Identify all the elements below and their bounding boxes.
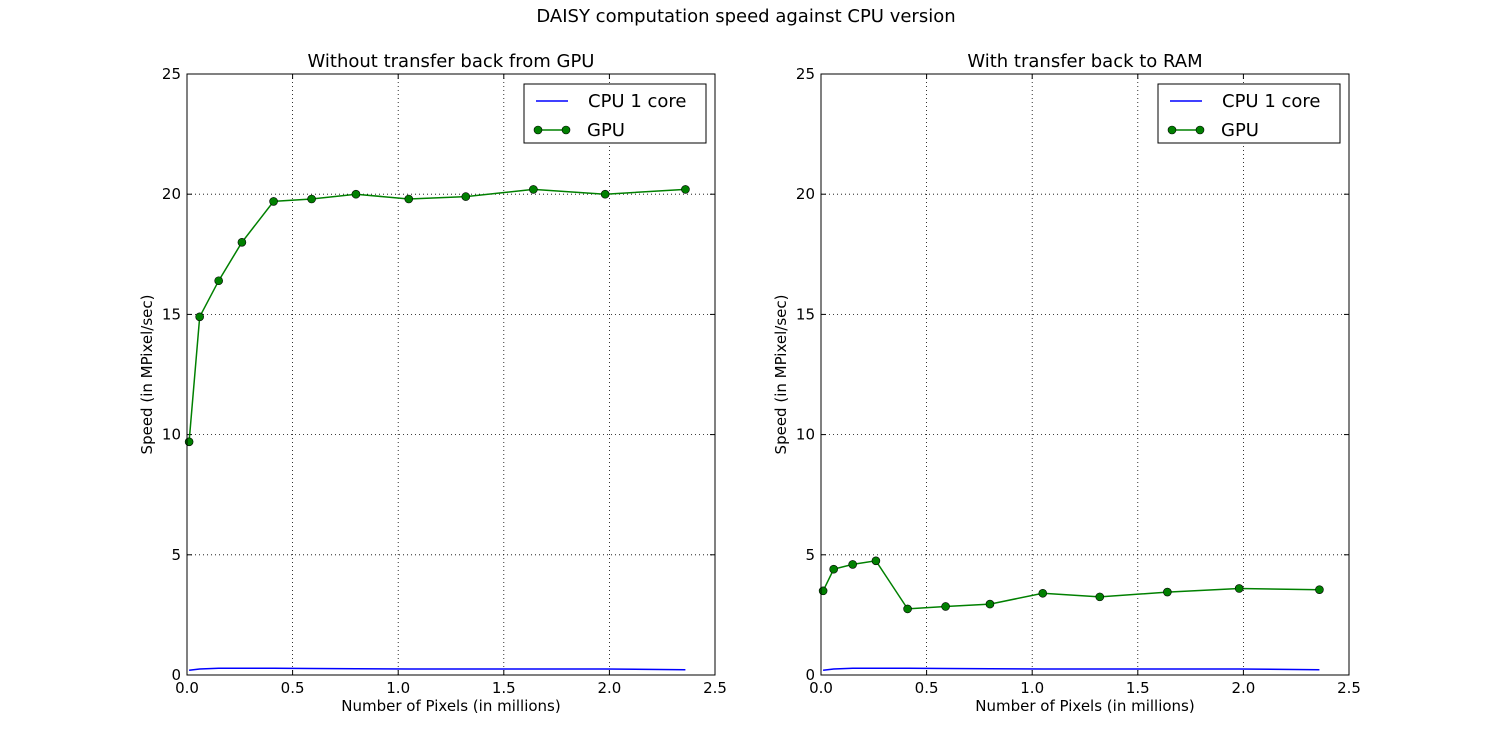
right-gpu-point <box>871 556 881 566</box>
right-x-axis-label: Number of Pixels (in millions) <box>975 697 1194 715</box>
right-legend-gpu-label: GPU <box>1221 120 1259 141</box>
right-gpu-point <box>1234 584 1244 593</box>
right-x-tick-label: 2.5 <box>1337 679 1361 697</box>
right-subplot-title: With transfer back to RAM <box>967 51 1202 72</box>
right-plot-area <box>821 74 1349 675</box>
right-gpu-point <box>818 586 828 596</box>
left-y-tick-label: 20 <box>162 185 181 203</box>
right-axes-frame <box>820 73 1350 676</box>
right-gpu-point <box>1038 588 1048 598</box>
left-legend-gpu-marker <box>561 125 571 135</box>
left-y-axis-label: Speed (in MPixel/sec) <box>138 295 156 455</box>
left-legend-cpu-label: CPU 1 core <box>588 91 686 112</box>
left-gpu-point <box>307 194 316 204</box>
right-legend-box <box>1157 83 1341 144</box>
right-cpu-series-line <box>823 667 1320 671</box>
left-plot-area <box>187 74 715 675</box>
left-legend-gpu-label: GPU <box>587 120 625 141</box>
left-gpu-point <box>214 276 223 286</box>
right-x-tick-label: 0.0 <box>809 679 833 697</box>
right-legend-cpu-label: CPU 1 core <box>1222 91 1320 112</box>
right-y-tick-label: 15 <box>796 305 815 323</box>
left-x-tick-label: 1.0 <box>386 679 410 697</box>
right-gpu-point <box>985 599 995 609</box>
right-legend-gpu-marker <box>1195 125 1205 135</box>
left-axes-frame <box>186 73 716 676</box>
left-gpu-point <box>681 185 690 194</box>
left-y-tick-label: 25 <box>162 65 181 83</box>
left-subplot-title: Without transfer back from GPU <box>308 51 595 72</box>
right-x-tick-label: 0.5 <box>915 679 939 697</box>
left-gpu-point <box>461 192 471 201</box>
left-gpu-point <box>600 189 610 199</box>
left-y-tick-label: 10 <box>162 426 181 444</box>
right-gpu-point <box>941 602 950 611</box>
left-y-tick-label: 0 <box>171 666 181 684</box>
left-gpu-point <box>237 237 247 247</box>
subplot-right: 0.0 0.5 1.0 1.5 2.0 2.5 0 5 10 15 20 25 With transfe… <box>772 51 1361 715</box>
figure-suptitle: DAISY computation speed against CPU vers… <box>536 6 955 27</box>
left-x-tick-label: 0.0 <box>175 679 199 697</box>
right-gpu-point <box>848 560 857 569</box>
right-y-tick-label: 0 <box>805 666 815 684</box>
right-gpu-point <box>829 564 838 574</box>
subplot-left: 0.0 0.5 1.0 1.5 2.0 2.5 0 5 10 15 20 25 Without tran… <box>138 51 727 715</box>
left-x-tick-label: 1.5 <box>492 679 516 697</box>
right-gpu-point <box>1315 585 1324 594</box>
left-y-tick-label: 15 <box>162 305 181 323</box>
right-x-tick-label: 1.5 <box>1126 679 1150 697</box>
right-gpu-point <box>1095 592 1105 602</box>
left-gpu-point <box>351 189 361 199</box>
left-cpu-series-line <box>189 667 686 671</box>
left-gpu-point <box>195 312 204 322</box>
right-gpu-point <box>903 604 912 614</box>
right-y-tick-label: 10 <box>796 426 815 444</box>
right-y-tick-label: 25 <box>796 65 815 83</box>
left-x-tick-label: 2.0 <box>597 679 621 697</box>
left-gpu-point <box>184 437 194 447</box>
right-legend-gpu-marker <box>1167 125 1177 135</box>
left-x-tick-label: 0.5 <box>281 679 305 697</box>
right-y-tick-label: 20 <box>796 185 815 203</box>
right-y-axis-label: Speed (in MPixel/sec) <box>772 295 790 455</box>
left-x-tick-label: 2.5 <box>703 679 727 697</box>
right-gpu-point <box>1163 587 1172 597</box>
left-x-axis-label: Number of Pixels (in millions) <box>341 697 560 715</box>
left-gpu-point <box>404 194 414 204</box>
left-legend-box <box>523 83 707 144</box>
left-y-tick-label: 5 <box>171 546 181 564</box>
right-x-tick-label: 2.0 <box>1231 679 1255 697</box>
left-legend-gpu-marker <box>533 125 543 135</box>
left-gpu-point <box>529 185 538 194</box>
right-x-tick-label: 1.0 <box>1020 679 1044 697</box>
right-y-tick-label: 5 <box>805 546 815 564</box>
left-gpu-series-line <box>188 188 686 442</box>
left-gpu-point <box>269 197 278 206</box>
